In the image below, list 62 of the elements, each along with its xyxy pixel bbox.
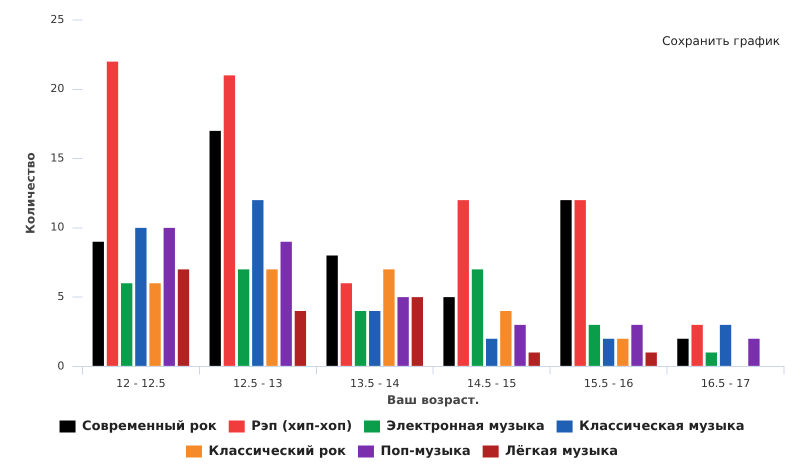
y-tick-label: 5 xyxy=(57,290,64,303)
y-tick-label: 20 xyxy=(50,82,64,96)
bar xyxy=(412,297,424,366)
bar xyxy=(106,62,118,366)
bar xyxy=(326,256,338,366)
bar xyxy=(458,200,469,366)
legend-label: Современный рок xyxy=(82,418,217,434)
bar xyxy=(528,352,540,366)
x-tick-label: 12.5 - 13 xyxy=(233,376,283,390)
bar xyxy=(164,228,175,366)
x-tick-label: 14.5 - 15 xyxy=(466,376,516,390)
bar xyxy=(646,352,657,366)
x-tick-label: 16.5 - 17 xyxy=(700,376,750,390)
bar xyxy=(266,269,278,366)
bar xyxy=(120,283,132,366)
legend-label: Лёгкая музыка xyxy=(505,444,618,459)
y-tick-label: 10 xyxy=(50,220,64,234)
y-tick-label: 0 xyxy=(57,359,64,372)
x-axis-title: Ваш возраст. xyxy=(387,392,480,407)
bar xyxy=(210,130,221,366)
bar xyxy=(486,338,498,366)
legend-label: Рэп (хип-хоп) xyxy=(251,418,352,434)
bar xyxy=(252,200,264,366)
bar xyxy=(677,338,689,366)
x-tick-label: 13.5 - 14 xyxy=(350,376,400,390)
bar xyxy=(617,338,628,366)
bar xyxy=(472,269,484,366)
bar xyxy=(443,297,455,366)
bar xyxy=(280,242,292,366)
bar xyxy=(383,269,395,366)
legend-label: Классическая музыка xyxy=(579,418,744,434)
bar xyxy=(92,242,104,366)
bar xyxy=(602,338,614,366)
y-axis-title: Количество xyxy=(23,152,38,234)
bar xyxy=(340,283,352,366)
bar xyxy=(354,310,366,366)
bar xyxy=(691,324,703,366)
bar xyxy=(631,324,643,366)
bar xyxy=(149,283,161,366)
legend-label: Поп-музыка xyxy=(380,444,471,459)
bar xyxy=(720,324,732,366)
bar xyxy=(748,338,760,366)
bar xyxy=(514,324,526,366)
y-tick-label: 15 xyxy=(50,151,64,164)
bar xyxy=(224,75,236,366)
y-tick-label: 25 xyxy=(50,12,64,26)
bar xyxy=(706,352,718,366)
bar xyxy=(294,310,306,366)
legend-label: Классический рок xyxy=(208,444,346,459)
x-tick-label: 15.5 - 16 xyxy=(584,376,634,390)
bar xyxy=(135,228,147,366)
annotation: Сохранить график xyxy=(662,34,780,48)
bar xyxy=(574,200,586,366)
legend-label: Электронная музыка xyxy=(386,418,545,434)
bar xyxy=(369,310,380,366)
bar xyxy=(560,200,572,366)
bar xyxy=(397,297,409,366)
x-tick-label: 12 - 12.5 xyxy=(116,376,166,390)
bar xyxy=(178,269,190,366)
bar xyxy=(500,310,512,366)
bar xyxy=(588,324,600,366)
bar xyxy=(238,269,250,366)
